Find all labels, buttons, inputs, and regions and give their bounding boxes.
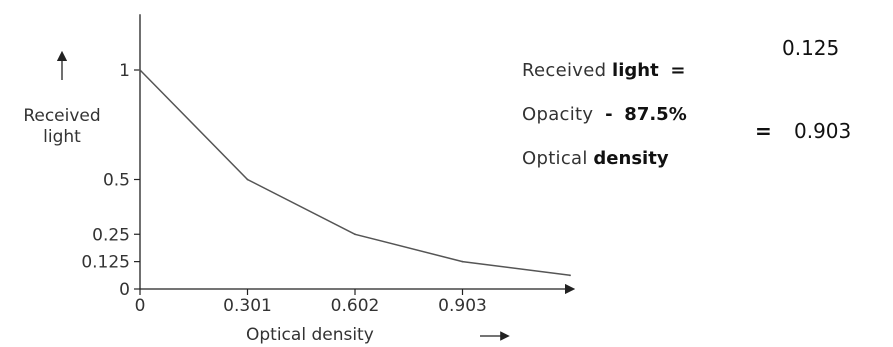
x-tick-label: 0.301: [223, 296, 272, 316]
opacity-annotation: Opacity - 87.5%: [522, 104, 687, 125]
x-axis-label: Optical density: [246, 325, 374, 345]
tick-labels: 0 0.125 0.25 0.5 1 0 0.301 0.602 0.903: [81, 61, 487, 316]
y-tick-label: 0.5: [103, 171, 130, 191]
y-axis-label: Received: [23, 106, 100, 126]
y-tick-label: 1: [119, 61, 130, 81]
equals-sign-2: =: [755, 119, 772, 143]
data-point: [461, 260, 464, 263]
data-point: [139, 69, 141, 71]
received-light-annotation: Received light =: [522, 60, 686, 81]
opacity-label: Opacity: [522, 104, 594, 125]
y-tick-label: 0: [119, 280, 130, 300]
optical-bold: density: [593, 148, 669, 169]
y-tick-label: 0.25: [92, 225, 130, 245]
x-tick-label: 0.602: [331, 296, 380, 316]
data-point: [246, 178, 249, 181]
data-point: [569, 274, 571, 277]
y-axis-label: light: [43, 127, 81, 147]
axes: [139, 14, 576, 295]
data-series: [139, 69, 571, 277]
optical-prefix: Optical: [522, 148, 588, 169]
optical-density-annotation: Optical density: [522, 148, 669, 169]
x-tick-label: 0: [135, 296, 146, 316]
equals-sign-1: =: [670, 60, 686, 81]
received-light-prefix: Received: [522, 60, 607, 81]
opacity-dash: -: [605, 104, 613, 125]
optical-density-value: 0.903: [794, 119, 852, 143]
opacity-value: 87.5%: [624, 104, 687, 125]
y-tick-label: 0.125: [81, 253, 130, 273]
received-light-bold: light: [612, 60, 659, 81]
received-light-value: 0.125: [782, 36, 840, 60]
data-point: [354, 233, 356, 236]
x-tick-label: 0.903: [438, 296, 487, 316]
data-line: [139, 69, 571, 277]
tick-marks: [134, 69, 464, 295]
